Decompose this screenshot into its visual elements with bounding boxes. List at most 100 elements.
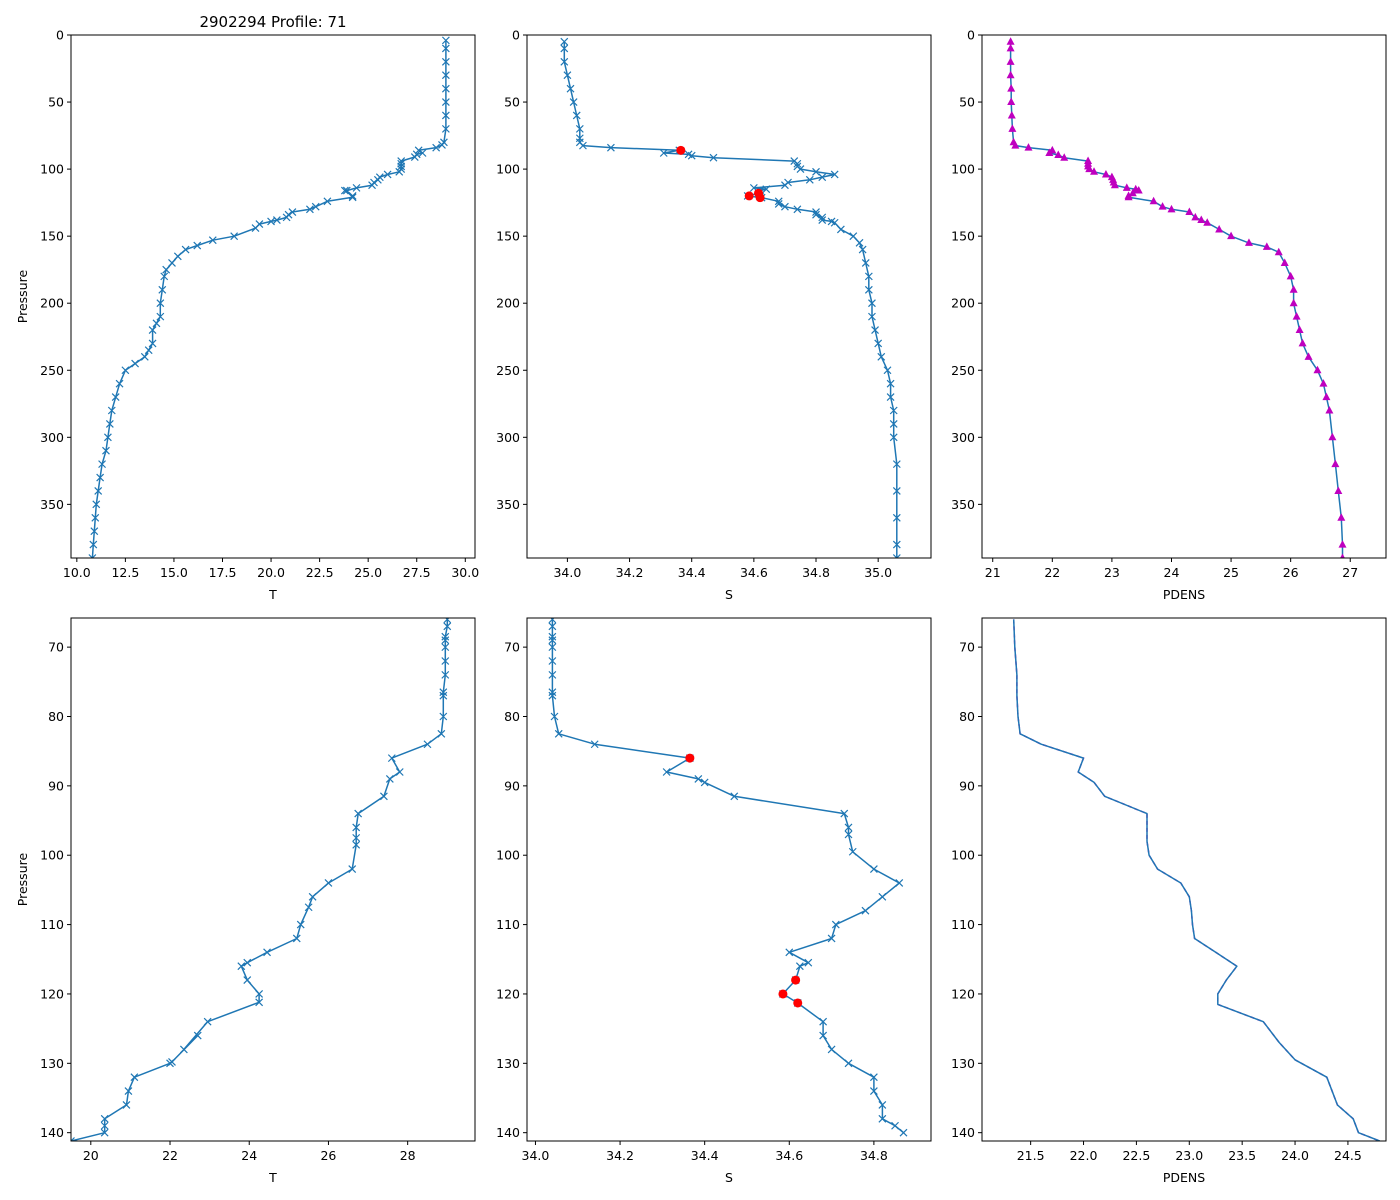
data-point [869,1073,878,1082]
data-point [895,879,904,887]
data-point [385,774,394,783]
data-point [694,774,703,783]
y-tick-label: 0 [512,28,520,43]
data-point [379,792,388,801]
data-point [1322,392,1331,401]
data-point [700,778,709,787]
x-tick-label: 20 [83,1148,99,1163]
data-point [1128,188,1137,197]
data-point [121,366,130,375]
y-tick-label: 50 [48,95,64,110]
data-point [1298,338,1307,347]
y-tick-label: 100 [951,848,975,863]
data-point [892,487,901,495]
y-tick-label: 90 [504,778,520,793]
flagged-point [793,998,803,1008]
data-point [100,1121,109,1130]
x-tick-label: 24 [1164,565,1180,580]
flagged-point [744,191,754,201]
axes-frame [70,617,476,1142]
y-tick-label: 120 [40,986,64,1001]
data-point [795,962,804,971]
data-point [102,446,110,455]
x-tick-label: 34.4 [691,1148,719,1163]
data-point [272,216,281,224]
x-tick-label: 23.5 [1228,1148,1256,1163]
data-point [796,165,805,174]
data-point [181,245,190,254]
data-point [548,643,557,652]
data-point [354,809,363,818]
data-point [1197,215,1206,224]
x-tick-label: 21.5 [1017,1148,1045,1163]
data-point [443,622,452,631]
x-tick-label: 22 [162,1148,178,1163]
y-tick-label: 50 [504,95,520,110]
data-point [1227,231,1236,240]
data-point [1274,247,1283,256]
data-point [237,962,246,971]
data-point [1289,298,1298,307]
data-point [148,326,157,334]
data-point [871,326,879,334]
data-point [548,691,557,700]
data-point [554,729,563,738]
data-point [88,554,97,558]
y-tick-label: 140 [951,1125,975,1140]
data-point [282,213,291,222]
y-tick-label: 120 [951,986,975,1001]
y-tick-label: 80 [959,709,975,724]
data-point [892,554,901,558]
x-axis-label: PDENS [1163,587,1205,602]
y-tick-label: 70 [959,640,975,655]
chart-bottom-salinity: 34.0 34.2 34.4 34.6 34.8 70 80 90 100 110 120 130 14… [496,617,932,1185]
flagged-point [755,193,765,203]
data-point [560,37,569,46]
data-point [827,934,836,943]
data-point [899,1128,908,1137]
data-point [1244,238,1253,246]
y-tick-label: 140 [40,1125,64,1140]
series-line [563,41,898,558]
data-point [91,513,100,522]
x-tick-label: 26 [320,1148,336,1163]
data-point [548,657,557,665]
data-point [883,366,892,375]
data-point [418,149,427,157]
data-point [1011,141,1020,149]
chart-top-density: 21 22 23 24 25 26 27 0 50 100 150 200 250 300 350 PDENS [951,28,1387,602]
data-point [805,175,814,184]
data-point [548,670,557,679]
data-point [1085,164,1094,173]
data-point [208,236,217,245]
data-point [304,903,313,912]
data-point [1110,180,1119,189]
data-point [1185,207,1194,216]
data-point [1045,148,1054,157]
x-tick-label: 34.0 [522,1148,550,1163]
data-point [105,419,114,428]
data-point [868,312,876,321]
series-line [1009,41,1344,558]
data-point [352,840,361,849]
data-point [1167,204,1176,213]
chart-top-salinity: 34.0 34.2 34.4 34.6 34.8 35.0 0 50 100 150 200 250 3… [496,28,932,602]
x-tick-label: 25.0 [354,565,382,580]
y-tick-label: 150 [496,229,520,244]
data-point [892,513,901,522]
chart-bottom-density: 21.5 22.0 22.5 23.0 23.5 24.0 24.5 70 80 90 100 110… [951,617,1387,1185]
data-point [437,729,446,738]
data-point [878,1101,887,1109]
y-tick-label: 250 [951,363,975,378]
data-point [160,272,169,281]
data-point [1124,192,1133,201]
data-point [98,460,107,469]
data-point [111,393,120,402]
data-point [1215,224,1224,233]
data-point [548,632,557,641]
data-point [818,216,827,224]
y-tick-label: 80 [504,709,520,724]
data-point [781,181,789,190]
data-point [1313,365,1322,374]
y-tick-label: 90 [959,778,975,793]
